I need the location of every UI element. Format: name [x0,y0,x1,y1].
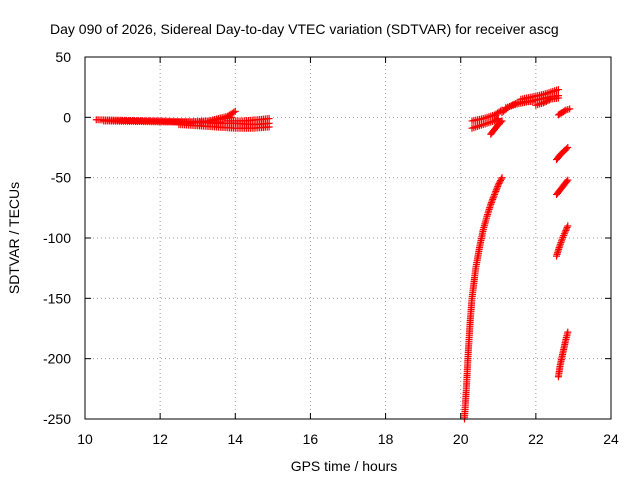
x-tick-label: 22 [528,431,544,447]
series-s16 [553,144,572,164]
series-s17 [553,176,572,199]
data-point [561,228,569,236]
data-point [564,328,572,336]
data-point [490,192,498,200]
y-tick-label: 0 [63,109,71,125]
axes: 10 12 14 16 18 20 22 24 -250 -200 -150 -100 -50 0 50 [43,49,619,447]
y-tick-label: -150 [43,290,71,306]
x-axis-label: GPS time / hours [291,458,398,474]
data-point [562,225,570,233]
series-s15 [554,105,574,119]
data-point [493,184,501,192]
data-point [555,244,563,252]
y-axis-label: SDTVAR / TECUs [6,182,22,294]
data-point [556,242,564,250]
series-s7 [460,174,506,423]
data-point [541,98,549,106]
data-point [497,118,505,126]
data-point [556,240,564,248]
data-point [494,115,502,123]
data-point [497,175,505,183]
data-point [545,96,553,104]
data-point [488,197,496,205]
data-point [489,194,497,202]
series-s6 [224,115,273,125]
data-point [566,105,574,113]
data-point [564,222,572,230]
data-point [498,117,506,125]
x-tick-label: 10 [77,431,93,447]
x-tick-label: 14 [227,431,243,447]
series-s14 [532,94,562,109]
data-point [230,108,238,116]
x-tick-label: 20 [453,431,469,447]
y-tick-label: 50 [55,49,71,65]
x-tick-label: 18 [378,431,394,447]
series-s18 [553,222,572,260]
data-point [231,107,239,115]
data-point [561,107,569,115]
y-tick-label: -200 [43,351,71,367]
data-point [544,97,552,105]
data-point [489,195,497,203]
data-point [554,86,562,94]
data-point [563,223,571,231]
data-point [498,174,506,182]
x-tick-label: 12 [152,431,168,447]
series-s9 [468,115,502,132]
y-tick-label: -100 [43,230,71,246]
data-point [564,176,572,184]
data-point [562,226,570,234]
x-tick-label: 16 [303,431,319,447]
data-point [564,144,572,151]
series-s13 [517,86,562,103]
data-point [487,199,495,207]
plot-frame [84,56,612,420]
chart-title: Day 090 of 2026, Sidereal Day-to-day VTE… [50,21,559,37]
series-s19 [554,328,572,381]
data-point [539,99,547,107]
data-point [493,115,501,123]
data-point [557,239,565,247]
data-point [542,97,550,105]
series-s10 [487,117,506,138]
data-point [492,186,500,194]
data-points [92,86,574,423]
data-point [492,187,500,195]
data-point [558,237,566,245]
data-point [491,189,499,197]
x-tick-label: 24 [603,431,619,447]
data-point [554,94,562,102]
grid [85,57,611,419]
data-point [563,145,571,153]
data-point [494,183,502,191]
data-point [487,200,495,208]
data-point [491,191,499,199]
y-tick-label: -250 [43,411,71,427]
data-point [563,177,571,185]
y-tick-label: -50 [51,170,71,186]
data-point [265,115,273,123]
